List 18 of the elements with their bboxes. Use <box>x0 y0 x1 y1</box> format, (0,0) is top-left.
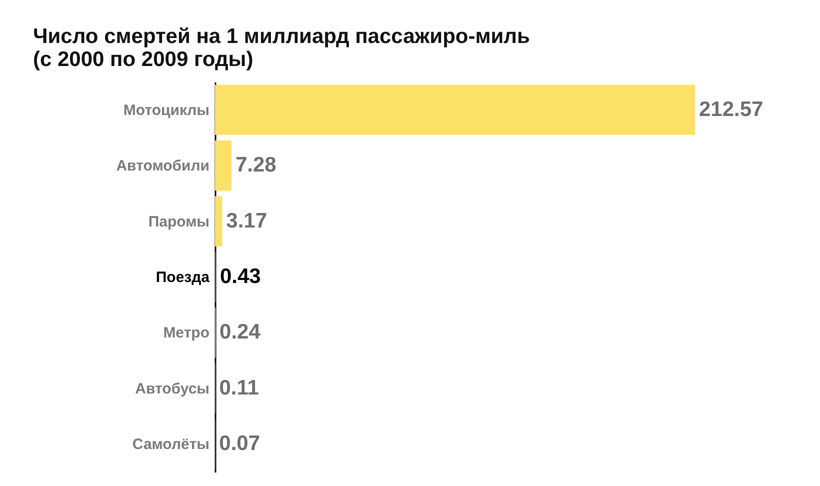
data-label: 0.07 <box>219 432 260 456</box>
data-label: 212.57 <box>699 98 764 121</box>
bar <box>215 196 222 246</box>
y-tick-label: Автобусы <box>135 380 210 398</box>
bar <box>215 84 695 135</box>
bar <box>215 140 232 191</box>
data-label: 7.28 <box>235 154 277 177</box>
data-label: 0.11 <box>219 376 260 400</box>
data-label: 0.43 <box>220 265 261 288</box>
y-tick-label: Мотоциклы <box>123 102 210 119</box>
data-label: 0.24 <box>220 320 261 344</box>
y-tick-label: Метро <box>163 324 210 342</box>
y-tick-label: Самолёты <box>132 436 210 454</box>
chart-title: Число смертей на 1 миллиард пассажиро-миль (с 2000 по 2009 годы) <box>33 25 530 71</box>
y-tick-label: Автомобили <box>116 158 210 175</box>
y-tick-label: Поезда <box>156 269 210 286</box>
y-tick-label: Паромы <box>148 213 210 230</box>
data-label: 3.17 <box>226 209 268 232</box>
